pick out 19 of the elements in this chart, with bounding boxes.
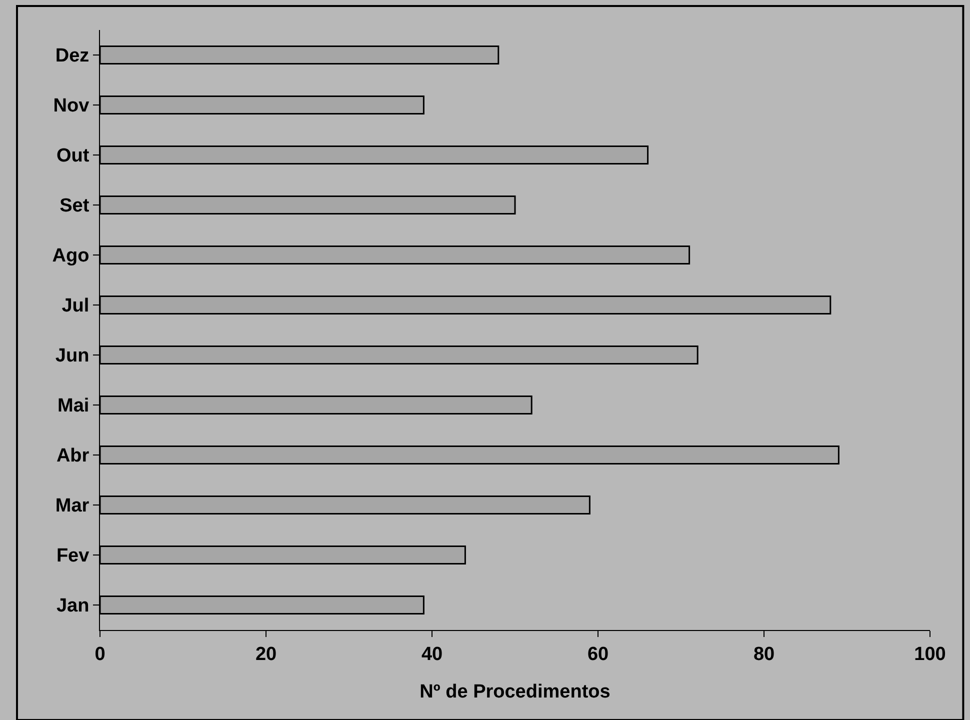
x-tick-label: 60 xyxy=(587,644,609,665)
y-tick-label: Jun xyxy=(55,346,90,367)
x-tick-label: 40 xyxy=(421,644,443,665)
y-tick-label: Set xyxy=(60,196,90,217)
x-tick-label: 20 xyxy=(255,644,277,665)
y-tick-label: Mar xyxy=(55,496,90,517)
y-tick-label: Abr xyxy=(56,446,90,467)
y-tick-label: Jan xyxy=(56,596,90,617)
y-tick-label: Out xyxy=(56,146,90,167)
x-axis-title: Nº de Procedimentos xyxy=(420,682,610,703)
y-tick-label: Dez xyxy=(55,46,90,67)
y-tick-label: Mai xyxy=(58,396,90,417)
x-tick-label: 80 xyxy=(753,644,775,665)
y-tick-label: Fev xyxy=(56,546,90,567)
x-tick-label: 100 xyxy=(914,644,946,665)
x-tick-label: 0 xyxy=(94,644,106,665)
y-tick-label: Ago xyxy=(52,246,90,267)
y-tick-label: Nov xyxy=(53,96,90,117)
y-tick-label: Jul xyxy=(62,296,90,317)
